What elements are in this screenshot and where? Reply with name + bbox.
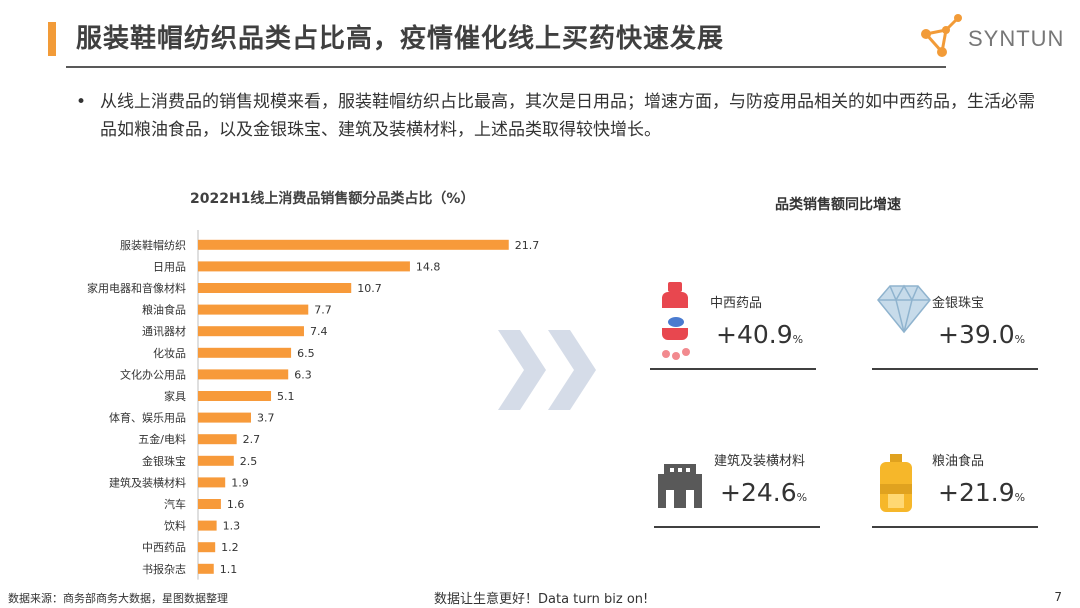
growth-card-jewelry: 金银珠宝 +39.0% <box>872 280 1038 370</box>
growth-item-value: +24.6% <box>720 478 808 507</box>
value-label: 3.7 <box>257 412 275 425</box>
value-label: 7.7 <box>314 304 332 317</box>
bar <box>198 455 234 466</box>
category-label: 家具 <box>164 389 186 403</box>
category-label: 体育、娱乐用品 <box>109 411 186 425</box>
growth-card-medicine: 中西药品 +40.9% <box>650 280 816 370</box>
card-underline <box>872 368 1038 370</box>
category-label: 金银珠宝 <box>142 454 186 468</box>
category-label: 建筑及装横材料 <box>109 475 186 489</box>
value-label: 14.8 <box>416 260 441 273</box>
growth-item-name: 中西药品 <box>710 296 763 311</box>
bar <box>198 542 216 553</box>
bar <box>198 261 410 272</box>
card-underline <box>654 526 820 528</box>
category-label: 书报杂志 <box>142 562 186 576</box>
value-label: 10.7 <box>357 282 382 295</box>
summary-paragraph: • 从线上消费品的销售规模来看，服装鞋帽纺织占比最高，其次是日用品；增速方面，与… <box>76 88 1050 144</box>
page-number: 7 <box>1054 590 1062 604</box>
value-label: 1.2 <box>221 541 239 554</box>
card-underline <box>650 368 816 370</box>
bar <box>198 304 309 315</box>
bar-chart-title: 2022H1线上消费品销售额分品类占比（%） <box>190 191 475 207</box>
bar <box>198 520 217 531</box>
bar <box>198 499 221 509</box>
category-label: 文化办公用品 <box>120 367 186 381</box>
category-label: 五金/电料 <box>138 432 186 446</box>
logo-mark-icon <box>921 14 962 57</box>
value-label: 1.3 <box>223 520 241 533</box>
value-label: 1.1 <box>220 563 238 576</box>
category-label: 饮料 <box>164 519 186 533</box>
bar <box>198 239 509 250</box>
oil-bottle-icon <box>880 454 912 512</box>
value-label: 1.6 <box>227 498 245 511</box>
bar <box>198 369 289 380</box>
building-icon <box>658 464 702 508</box>
medicine-bottle-icon <box>662 282 690 360</box>
double-chevron-icon <box>498 330 596 410</box>
category-label: 服装鞋帽纺织 <box>120 238 186 252</box>
diamond-icon <box>877 284 931 334</box>
growth-item-value: +40.9% <box>716 320 804 349</box>
bar <box>198 283 352 293</box>
value-label: 2.7 <box>243 433 261 446</box>
growth-card-grain-oil: 粮油食品 +21.9% <box>872 438 1038 528</box>
category-label: 粮油食品 <box>142 303 186 317</box>
bar <box>198 434 237 445</box>
growth-item-name: 金银珠宝 <box>932 296 985 311</box>
value-label: 2.5 <box>240 455 257 468</box>
value-label: 7.4 <box>310 325 328 338</box>
syntun-logo: SYNTUN <box>916 12 1066 62</box>
growth-item-name: 建筑及装横材料 <box>714 454 806 469</box>
value-label: 6.5 <box>297 347 315 360</box>
growth-card-building: 建筑及装横材料 +24.6% <box>654 438 820 528</box>
value-label: 1.9 <box>231 476 249 489</box>
value-label: 21.7 <box>515 239 540 252</box>
logo-text: SYNTUN <box>968 26 1065 51</box>
value-label: 6.3 <box>294 368 312 381</box>
card-underline <box>872 526 1038 528</box>
category-share-bar-chart: 服装鞋帽纺织 21.7 日用品 14.8 家用电器和音像材料 10.7 粮油食品 7.7 通讯器… <box>87 230 540 580</box>
growth-item-value: +21.9% <box>938 478 1026 507</box>
bar <box>198 326 304 337</box>
growth-item-value: +39.0% <box>938 320 1026 349</box>
page-title: 服装鞋帽纺织品类占比高，疫情催化线上买药快速发展 <box>76 24 725 54</box>
bar <box>198 477 226 488</box>
growth-title: 品类销售额同比增速 <box>775 197 901 213</box>
category-label: 日用品 <box>153 260 186 273</box>
summary-text: 从线上消费品的销售规模来看，服装鞋帽纺织占比最高，其次是日用品；增速方面，与防疫… <box>100 92 1035 140</box>
bar <box>198 391 272 401</box>
category-label: 家用电器和音像材料 <box>87 281 186 295</box>
bar <box>198 412 251 423</box>
bar <box>198 563 214 574</box>
category-label: 中西药品 <box>142 541 186 554</box>
growth-item-name: 粮油食品 <box>932 454 985 469</box>
category-label: 化妆品 <box>153 346 186 360</box>
category-label: 通讯器材 <box>142 324 186 338</box>
title-divider <box>66 66 946 68</box>
category-label: 汽车 <box>164 497 186 511</box>
title-accent-bar <box>48 22 56 56</box>
value-label: 5.1 <box>277 390 295 403</box>
data-source: 数据来源：商务部商务大数据，星图数据整理 <box>8 592 228 605</box>
bullet-marker: • <box>76 92 87 112</box>
bar <box>198 347 292 358</box>
footer-slogan: 数据让生意更好！Data turn biz on! <box>434 592 649 607</box>
